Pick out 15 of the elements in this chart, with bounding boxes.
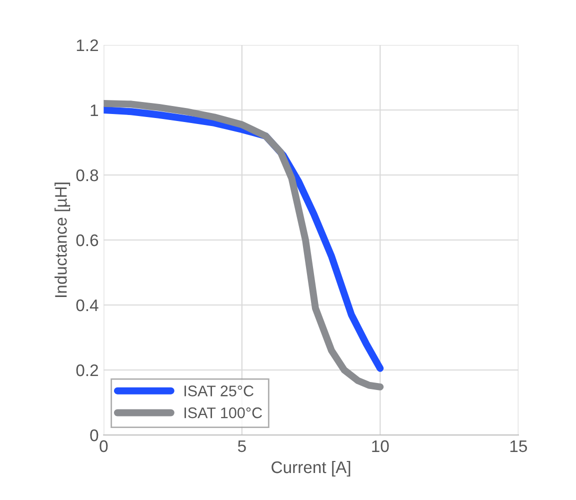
x-tick-label: 5: [238, 440, 246, 452]
y-tick-label: 0.2: [76, 364, 98, 376]
y-tick-label: 0.8: [76, 169, 98, 182]
y-tick-label: 0: [90, 429, 98, 442]
y-tick-label: 0.4: [76, 299, 98, 312]
x-axis-title: Current [A]: [272, 460, 350, 476]
y-tick-label: 1: [90, 104, 98, 116]
y-tick-label: 1.2: [76, 39, 98, 52]
x-tick-label: 15: [510, 440, 527, 452]
x-tick-label: 0: [100, 440, 108, 452]
legend-label: ISAT 100°C: [184, 407, 262, 418]
y-axis-title: Inductance [µH]: [54, 182, 70, 297]
x-tick-label: 10: [372, 440, 389, 452]
y-tick-label: 0.6: [76, 234, 98, 246]
legend-label: ISAT 25°C: [184, 386, 254, 396]
